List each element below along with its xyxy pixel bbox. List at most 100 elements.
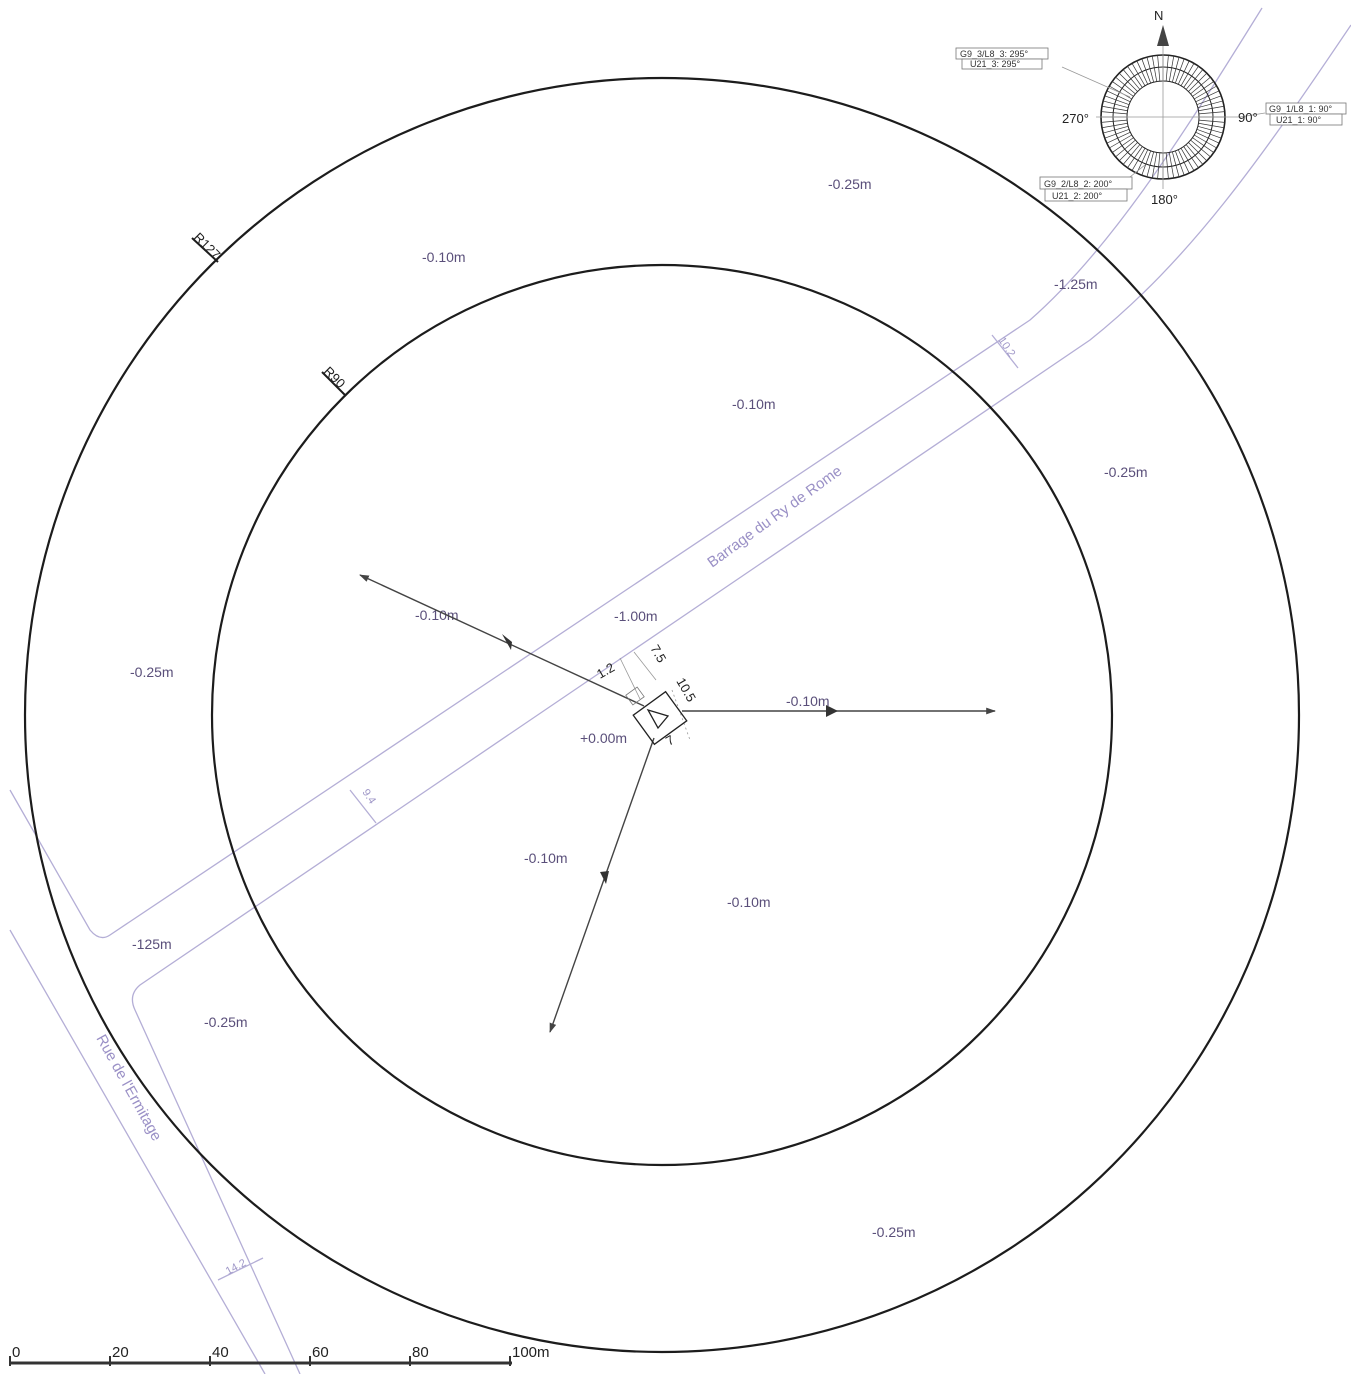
callout-90: G9_1/L8_1: 90° U21_1: 90° xyxy=(1265,102,1347,126)
compass-tick xyxy=(1194,134,1217,149)
level-inner-vector-down: -0.10m xyxy=(524,850,568,866)
dimension-line-road-lower xyxy=(349,789,377,824)
compass-tick xyxy=(1190,139,1211,158)
callout-200-line2: U21_2: 200° xyxy=(1052,191,1103,201)
compass-tick xyxy=(1165,55,1169,82)
compass-tick xyxy=(1109,134,1132,149)
compass-tick xyxy=(1136,60,1149,85)
callout-295-box-bottom xyxy=(961,58,1043,70)
compass-tick xyxy=(1101,122,1128,129)
level-labels: -0.25m -0.25m -0.25m -0.25m -0.25m -0.10… xyxy=(130,176,1148,1240)
compass-180-label: 180° xyxy=(1151,192,1178,207)
inner-radius-marker xyxy=(321,371,347,397)
level-inner-top: -0.10m xyxy=(732,396,776,412)
compass-tick xyxy=(1168,152,1175,179)
compass-tick xyxy=(1141,150,1152,176)
road-edge-sideroad-west xyxy=(9,929,266,1374)
dimension-line-sideroad xyxy=(217,1257,264,1281)
north-arrow-icon xyxy=(1157,25,1169,46)
compass-tick xyxy=(1122,69,1141,90)
compass-north-label: N xyxy=(1154,8,1163,23)
level-inner-origin: +0.00m xyxy=(580,730,627,746)
offset-label-c: 10.5 xyxy=(673,675,699,704)
scale-bar-ticks: 0 20 40 60 80 100m xyxy=(9,1344,550,1366)
callout-90-line2: U21_1: 90° xyxy=(1276,115,1322,125)
scale-bar-tick-label: 40 xyxy=(212,1344,229,1361)
level-outer-right: -0.25m xyxy=(1104,464,1148,480)
scale-bar: 0 20 40 60 80 100m xyxy=(9,1344,550,1366)
compass-rose xyxy=(1061,25,1266,189)
compass-tick xyxy=(1174,150,1185,176)
level-inner-road: -1.00m xyxy=(614,608,658,624)
compass-tick xyxy=(1131,63,1146,86)
compass-tick xyxy=(1198,111,1225,115)
vector-200 xyxy=(549,737,655,1033)
direction-vectors xyxy=(359,574,996,1033)
compass-tick xyxy=(1112,81,1134,97)
device-mount xyxy=(625,686,645,706)
level-inner-lower-right: -0.10m xyxy=(727,894,771,910)
offset-line-a xyxy=(619,657,641,700)
callout-295-line2: U21_3: 295° xyxy=(970,59,1021,69)
offset-line-c xyxy=(671,689,691,741)
vector-90-midarrow xyxy=(826,705,838,717)
compass-tick xyxy=(1188,142,1208,162)
compass-tick xyxy=(1151,152,1158,179)
level-road-upper-right: -1.25m xyxy=(1054,276,1098,292)
compass-tick xyxy=(1195,131,1220,144)
compass-tick xyxy=(1196,95,1222,106)
level-outer-bottom: -0.25m xyxy=(872,1224,916,1240)
device-triangle-icon xyxy=(646,708,670,730)
compass-tick xyxy=(1106,90,1131,103)
compass-tick xyxy=(1185,69,1204,90)
compass-tick xyxy=(1183,66,1199,88)
sensor-device xyxy=(619,651,691,746)
scale-bar-tick-label: 80 xyxy=(412,1344,429,1361)
compass-tick xyxy=(1131,148,1146,171)
callout-295: G9_3/L8_3: 295° U21_3: 295° xyxy=(955,47,1049,70)
outer-radius-marker xyxy=(191,237,219,263)
compass-tick xyxy=(1180,63,1195,86)
compass-tick xyxy=(1118,142,1138,162)
compass-tick xyxy=(1197,100,1223,109)
compass-tick xyxy=(1171,57,1180,83)
level-outer-upper-left: -0.10m xyxy=(422,249,466,265)
compass-tick xyxy=(1185,144,1204,165)
vector-295 xyxy=(359,574,645,707)
compass-tick xyxy=(1192,137,1214,153)
compass-tick xyxy=(1192,81,1214,97)
callout-leader-90 xyxy=(1239,112,1266,118)
street-label-side: Rue de l'Ermitage xyxy=(93,1032,165,1144)
compass-tick xyxy=(1103,100,1129,109)
compass-tick xyxy=(1157,152,1161,179)
callout-leader-295 xyxy=(1061,66,1131,98)
road-edge-south xyxy=(131,24,1351,1374)
compass-tick xyxy=(1112,137,1134,153)
compass-tick xyxy=(1122,144,1141,165)
scale-bar-tick-label: 0 xyxy=(12,1344,20,1361)
compass-tick xyxy=(1151,55,1158,82)
compass-tick xyxy=(1141,58,1152,84)
compass-tick xyxy=(1177,60,1190,85)
dimension-line-road-upper xyxy=(991,334,1019,369)
vector-200-midarrow xyxy=(600,871,609,884)
compass-tick xyxy=(1146,151,1155,177)
compass-tick xyxy=(1198,119,1225,123)
callout-295-line1: G9_3/L8_3: 295° xyxy=(960,49,1029,59)
compass-tick xyxy=(1194,85,1217,100)
inner-radius-ring xyxy=(210,263,1114,1167)
level-outer-left: -0.25m xyxy=(130,664,174,680)
sideroad-width-label: 14.2 xyxy=(224,1257,249,1278)
compass-tick xyxy=(1196,128,1222,139)
scale-bar-tick-label: 20 xyxy=(112,1344,129,1361)
compass-tick xyxy=(1197,125,1223,134)
inner-radius-label: R90 xyxy=(321,364,348,391)
compass-tick xyxy=(1188,72,1208,92)
callout-200-line1: G9_2/L8_2: 200° xyxy=(1044,179,1113,189)
compass-tick xyxy=(1190,76,1211,95)
road-width-lower-label: 9.4 xyxy=(360,787,379,806)
compass-tick xyxy=(1104,128,1130,139)
compass-tick xyxy=(1198,105,1225,112)
callout-90-box-bottom xyxy=(1269,113,1343,126)
compass-tick xyxy=(1183,146,1199,168)
